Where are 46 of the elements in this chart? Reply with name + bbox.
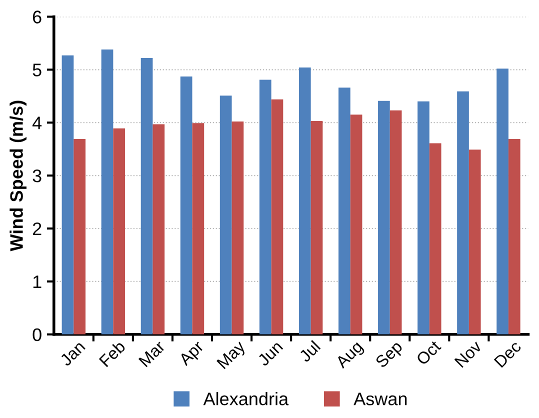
bar xyxy=(350,114,362,334)
bar xyxy=(298,68,311,334)
bar xyxy=(496,68,508,334)
x-tick-label: Apr xyxy=(178,340,207,369)
y-tick-label: 4 xyxy=(32,116,42,130)
bar xyxy=(418,101,430,334)
bar xyxy=(140,58,153,334)
y-tick-label: 5 xyxy=(32,64,42,76)
x-tick-label: Jun xyxy=(256,340,284,367)
x-tick-label: Dec xyxy=(494,340,522,368)
x-tick-label: Aug xyxy=(334,340,366,372)
legend-label: Alexandria xyxy=(203,392,289,406)
y-axis-title: Wind Speed (m/s) xyxy=(10,100,26,252)
bar xyxy=(192,123,204,334)
bar xyxy=(457,91,469,334)
bar xyxy=(378,100,390,334)
bar xyxy=(220,96,232,334)
x-tick-label: Nov xyxy=(454,340,483,368)
y-tick-label: 6 xyxy=(32,10,42,24)
bar xyxy=(338,88,350,334)
bar xyxy=(310,121,323,334)
x-tick-label: Mar xyxy=(138,340,166,368)
bar xyxy=(180,76,192,334)
bar xyxy=(429,143,442,334)
bar xyxy=(152,124,165,334)
x-tick-label: May xyxy=(216,340,248,372)
x-tick-label: Oct xyxy=(416,340,442,366)
x-tick-label: Jul xyxy=(298,340,321,363)
bar xyxy=(232,122,244,334)
bar xyxy=(390,110,402,334)
bar xyxy=(468,150,481,334)
y-tick-label: 3 xyxy=(32,169,42,182)
bar xyxy=(113,128,126,334)
x-tick-label: Sep xyxy=(374,340,406,371)
y-tick-label: 0 xyxy=(32,328,42,342)
bar xyxy=(259,80,272,334)
y-tick-label: 1 xyxy=(33,276,42,288)
bar xyxy=(271,99,284,334)
x-tick-label: Jan xyxy=(59,340,86,367)
y-tick-label: 2 xyxy=(32,222,42,236)
bar xyxy=(62,55,74,334)
bar xyxy=(101,50,114,334)
legend-label: Aswan xyxy=(354,392,407,406)
x-tick-label: Feb xyxy=(98,340,126,368)
bar xyxy=(74,139,86,334)
bar xyxy=(508,139,520,334)
